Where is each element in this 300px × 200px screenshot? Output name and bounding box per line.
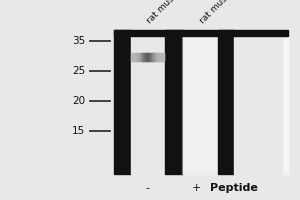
Bar [148, 53, 149, 61]
Bar [163, 53, 164, 61]
Bar [138, 53, 139, 61]
Text: rat muscle: rat muscle [198, 0, 238, 25]
Text: 20: 20 [72, 96, 86, 106]
Bar [149, 53, 150, 61]
Bar [135, 53, 136, 61]
Bar [135, 53, 136, 61]
Bar [141, 53, 142, 61]
Bar [154, 53, 155, 61]
Bar [143, 53, 144, 61]
Bar [131, 53, 132, 61]
Bar [154, 53, 155, 61]
Bar [132, 53, 133, 61]
Bar [130, 30, 165, 174]
Bar [152, 53, 153, 61]
Bar [136, 53, 137, 61]
Bar [183, 30, 218, 174]
Bar [147, 53, 148, 61]
Bar [218, 30, 234, 174]
Bar [139, 53, 140, 61]
Bar [156, 53, 157, 61]
Bar [134, 53, 135, 61]
Bar [162, 53, 163, 61]
Bar [142, 53, 143, 61]
Bar [142, 53, 143, 61]
Text: 15: 15 [72, 126, 86, 136]
Bar [160, 53, 161, 61]
Bar [140, 53, 141, 61]
Bar [141, 53, 142, 61]
Bar [158, 53, 159, 61]
Bar [137, 53, 138, 61]
Bar [147, 53, 148, 61]
Bar [157, 53, 158, 61]
Bar [153, 53, 154, 61]
Bar [182, 30, 183, 174]
Bar [162, 53, 163, 61]
Bar [165, 30, 181, 174]
Bar [161, 53, 162, 61]
Text: -: - [145, 183, 149, 193]
Bar [150, 53, 151, 61]
Bar [133, 53, 134, 61]
Text: 35: 35 [72, 36, 86, 46]
Bar [146, 53, 147, 61]
Bar [158, 53, 159, 61]
Bar [163, 53, 164, 61]
Bar [148, 53, 149, 61]
Text: rat muscle: rat muscle [145, 0, 185, 25]
Bar [114, 30, 130, 174]
Bar [155, 53, 156, 61]
Bar [159, 53, 160, 61]
Text: +: + [192, 183, 201, 193]
Bar [145, 53, 146, 61]
Bar [234, 30, 282, 174]
Bar [137, 53, 138, 61]
Bar [139, 53, 140, 61]
Bar [157, 53, 158, 61]
Bar [151, 53, 152, 61]
Bar [159, 53, 160, 61]
Text: 25: 25 [72, 66, 86, 76]
Bar [143, 53, 144, 61]
Bar [151, 53, 152, 61]
Bar [114, 30, 288, 36]
Bar [160, 53, 161, 61]
Bar [153, 53, 154, 61]
Bar [145, 53, 146, 61]
Bar [152, 53, 153, 61]
Text: Peptide: Peptide [210, 183, 258, 193]
Bar [149, 53, 150, 61]
Bar [144, 53, 145, 61]
Bar [114, 30, 288, 174]
